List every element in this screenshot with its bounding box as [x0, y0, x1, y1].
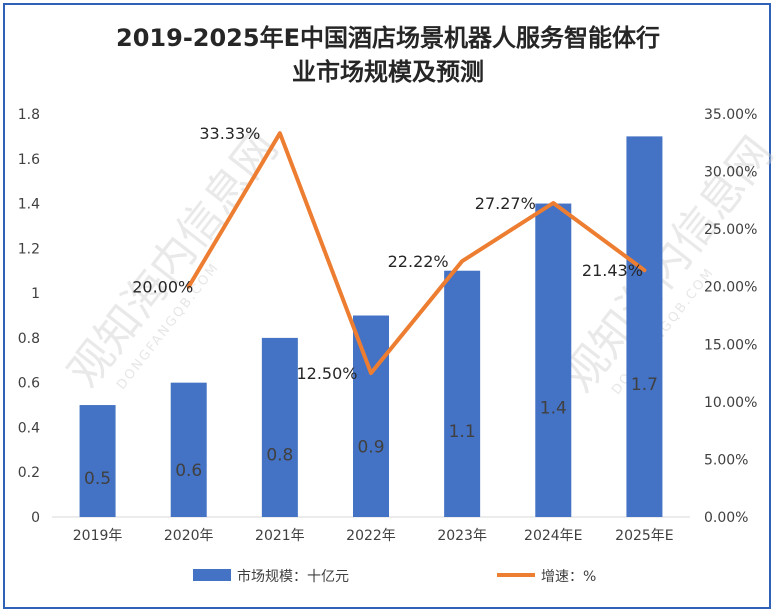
y-left-tick-label: 0.2 [18, 465, 40, 481]
x-tick-label: 2025年E [615, 528, 673, 544]
bar-value-label: 1.4 [540, 398, 567, 418]
watermark-text-left: 观知海内信息网 [58, 123, 288, 397]
bar-value-label: 0.8 [266, 445, 293, 465]
bar [535, 203, 572, 518]
y-left-tick-label: 1.2 [18, 241, 40, 257]
chart-title-line2: 业市场规模及预测 [292, 58, 484, 86]
y-left-tick-label: 0.6 [18, 376, 40, 392]
growth-line [186, 131, 647, 376]
y-left-tick-label: 1.4 [18, 197, 40, 213]
y-right-tick-label: 35.00% [704, 107, 757, 123]
legend: 市场规模：十亿元 增速：% [193, 568, 596, 585]
y-right-tick-label: 25.00% [704, 222, 757, 238]
growth-value-label: 12.50% [296, 364, 357, 383]
line-labels: 20.00% 33.33% 12.50% 22.22% 27.27% 21.43% [132, 124, 643, 383]
bar-value-label: 0.5 [84, 469, 111, 489]
legend-label-line: 增速：% [541, 569, 596, 585]
x-tick-label: 2024年E [524, 528, 582, 544]
axes: 0 0.2 0.4 0.6 0.8 1 1.2 1.4 1.6 1.8 0.00% 5.00% 10.0… [18, 107, 758, 544]
bar [444, 270, 481, 517]
bar [261, 337, 298, 517]
x-tick-label: 2021年 [255, 528, 305, 544]
y-right-tick-label: 0.00% [704, 510, 748, 526]
growth-value-label: 20.00% [132, 278, 193, 297]
x-tick-label: 2023年 [437, 528, 487, 544]
y-left-tick-label: 0.8 [18, 331, 40, 347]
bar [626, 136, 663, 517]
y-right-tick-label: 5.00% [704, 452, 748, 468]
chart-title-line1: 2019-2025年E中国酒店场景机器人服务智能体行 [116, 24, 660, 52]
bar-value-label: 1.1 [449, 422, 476, 442]
bar [79, 405, 116, 517]
y-left-tick-label: 1 [31, 286, 40, 302]
y-left-tick-label: 1.6 [18, 152, 40, 168]
bar-value-label: 0.6 [175, 461, 202, 481]
growth-value-label: 33.33% [199, 124, 260, 143]
line-series [186, 131, 647, 376]
growth-value-label: 27.27% [475, 194, 536, 213]
x-tick-label: 2022年 [346, 528, 396, 544]
x-tick-label: 2019年 [73, 528, 123, 544]
y-left-tick-label: 0 [31, 510, 40, 526]
legend-label-bars: 市场规模：十亿元 [237, 568, 349, 585]
growth-value-label: 22.22% [388, 252, 449, 271]
bar-labels: 0.5 0.6 0.8 0.9 1.1 1.4 1.7 [84, 375, 658, 489]
bar-value-label: 0.9 [357, 437, 384, 457]
growth-value-label: 21.43% [582, 261, 643, 280]
y-left-tick-label: 0.4 [18, 420, 40, 436]
legend-swatch-bars [193, 569, 231, 581]
bar [170, 382, 207, 517]
x-tick-label: 2020年 [164, 528, 214, 544]
y-left-tick-label: 1.8 [18, 107, 40, 123]
y-right-tick-label: 15.00% [704, 337, 757, 353]
y-right-tick-label: 30.00% [704, 165, 757, 181]
bar-value-label: 1.7 [631, 375, 658, 395]
bar [353, 315, 389, 517]
bar-series [79, 136, 663, 518]
y-right-tick-label: 20.00% [704, 280, 757, 296]
y-right-tick-label: 10.00% [704, 395, 757, 411]
